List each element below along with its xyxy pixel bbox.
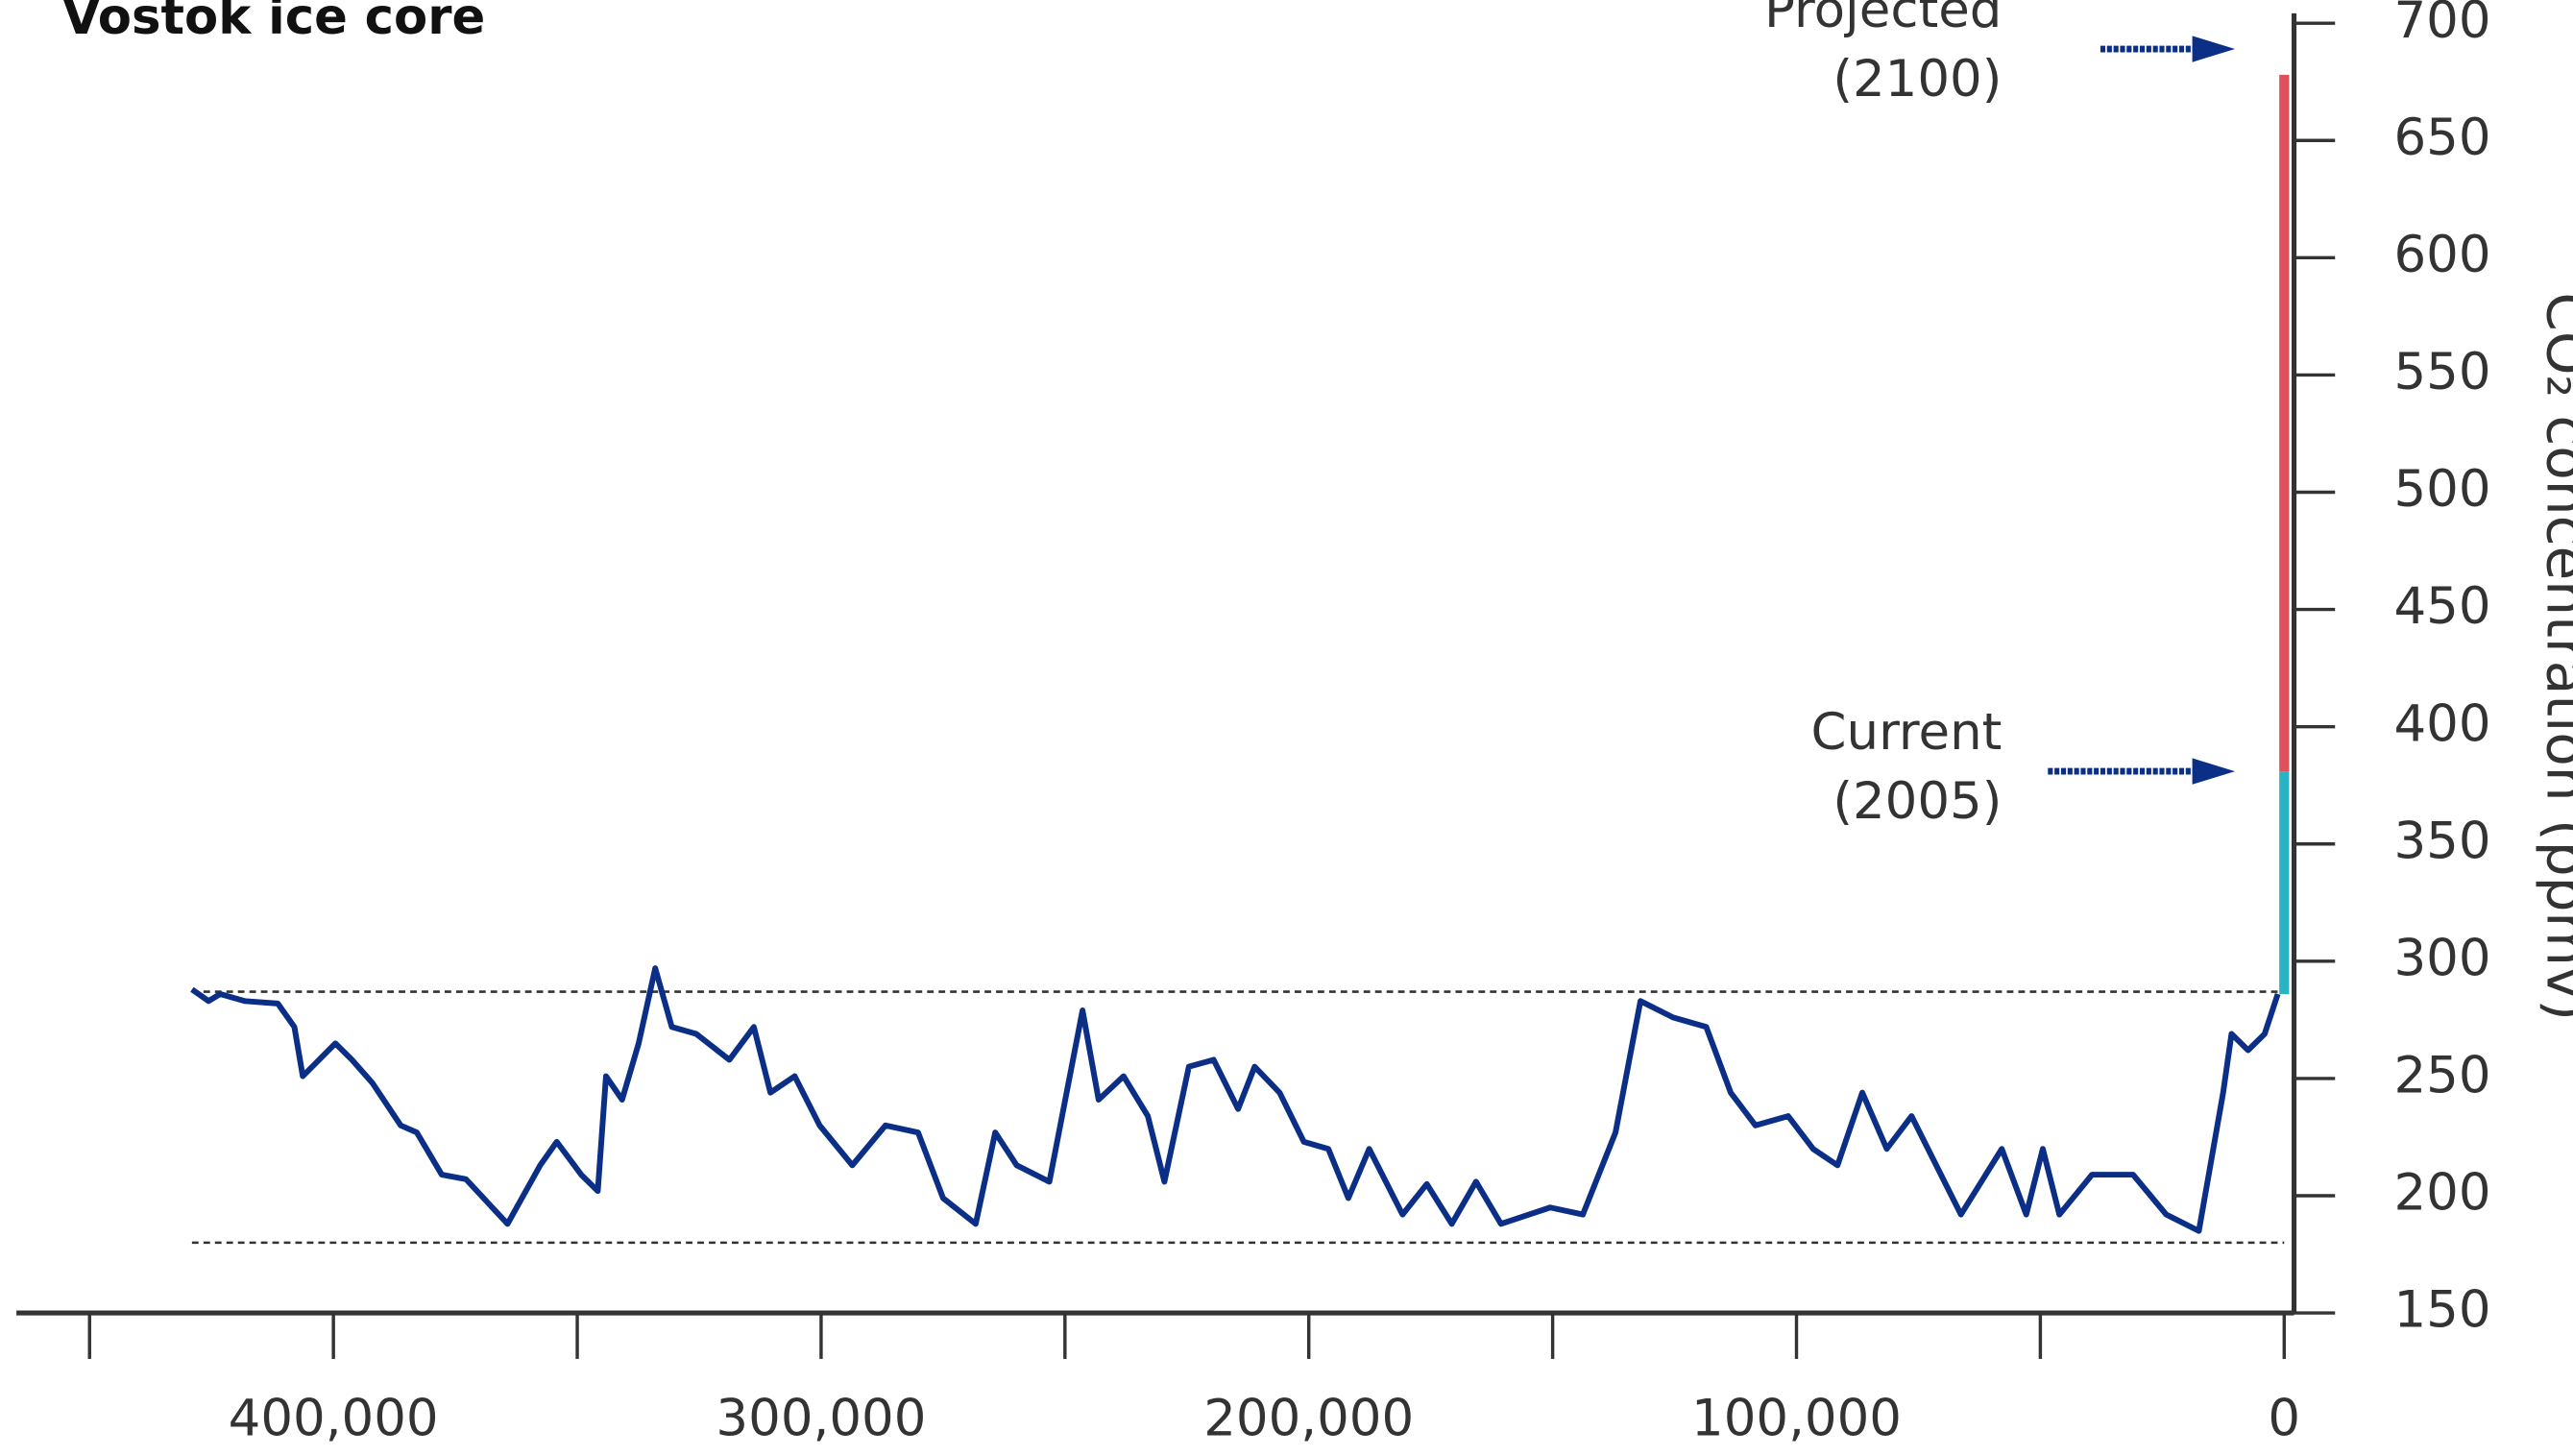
y-tick-label: 150	[2393, 1281, 2490, 1340]
x-tick-label: 300,000	[716, 1390, 926, 1448]
y-tick-label: 550	[2393, 343, 2490, 401]
y-tick-label: 400	[2393, 694, 2490, 753]
y-tick-label: 600	[2393, 226, 2490, 284]
y-tick-label: 200	[2393, 1164, 2490, 1223]
x-tick-label: 0	[2268, 1390, 2300, 1448]
y-tick-label: 300	[2393, 929, 2490, 987]
annotation-text: (2005)	[1833, 772, 2002, 831]
data-line	[190, 965, 2281, 1234]
arrow-head	[2192, 36, 2236, 62]
chart-title: Vostok ice core	[62, 0, 485, 46]
y-axis-label: CO₂ concentration (ppmv)	[2535, 292, 2573, 1021]
y-tick-label: 350	[2393, 812, 2490, 870]
x-tick-label: 400,000	[229, 1390, 439, 1448]
x-tick-label: 100,000	[1691, 1390, 1902, 1448]
y-tick-label: 700	[2393, 0, 2490, 50]
y-tick-label: 450	[2393, 577, 2490, 636]
y-tick-label: 650	[2393, 109, 2490, 167]
x-tick-label: 200,000	[1203, 1390, 1414, 1448]
annotation-text: Projected	[1764, 0, 2002, 39]
annotation-text: (2100)	[1833, 50, 2002, 109]
annotation-text: Current	[1811, 703, 2003, 762]
y-tick-label: 500	[2393, 460, 2490, 519]
arrow-head	[2192, 758, 2236, 785]
y-tick-label: 250	[2393, 1047, 2490, 1105]
